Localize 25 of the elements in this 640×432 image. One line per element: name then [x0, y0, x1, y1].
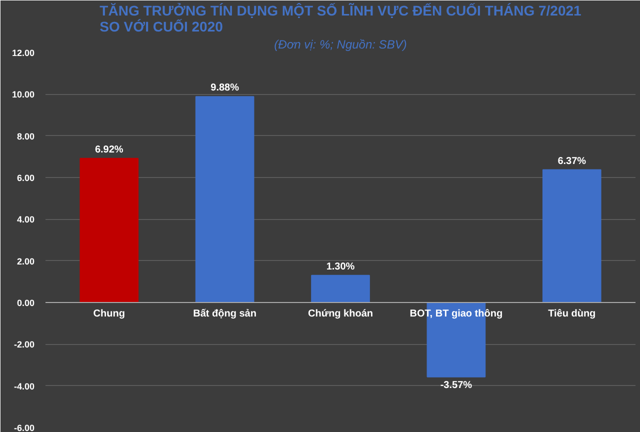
data-label: 6.37%: [558, 156, 586, 167]
y-tick-label: 6.00: [16, 173, 35, 183]
data-label: 6.92%: [94, 144, 124, 156]
y-tick-label: 8.00: [16, 131, 35, 142]
y-tick-label: -2.00: [14, 340, 34, 350]
chart-title: TĂNG TRƯỞNG TÍN DỤNG MỘT SỐ LĨNH VỰC ĐẾN CUỐI THÁNG 7/2021 SO VỚI CUỐI 2020: [100, 2, 582, 34]
bar: [542, 169, 602, 303]
x-tick-label: Bất động sản: [193, 308, 256, 320]
y-tick-label: 2.00: [16, 256, 35, 266]
data-label: 1.30%: [326, 261, 355, 272]
bar: [311, 274, 370, 303]
y-tick-label: 4.00: [16, 214, 35, 225]
x-tick-label: Chứng khoán: [308, 308, 374, 320]
y-tick-label: 0.00: [16, 298, 35, 308]
y-tick-label: 12.00: [12, 48, 35, 58]
chart-subtitle: (Đơn vị: %; Nguồn: SBV): [274, 38, 407, 52]
x-tick-label: Tiêu dùng: [548, 308, 596, 320]
bar: [195, 96, 254, 303]
y-tick-label: 10.00: [12, 90, 35, 100]
bar: [80, 158, 139, 303]
x-tick-label: Chung: [93, 308, 125, 320]
data-label: -3.57%: [440, 380, 472, 391]
y-tick-label: -4.00: [14, 381, 34, 392]
data-label: 9.88%: [210, 82, 240, 94]
y-tick-label: -6.00: [14, 423, 34, 432]
